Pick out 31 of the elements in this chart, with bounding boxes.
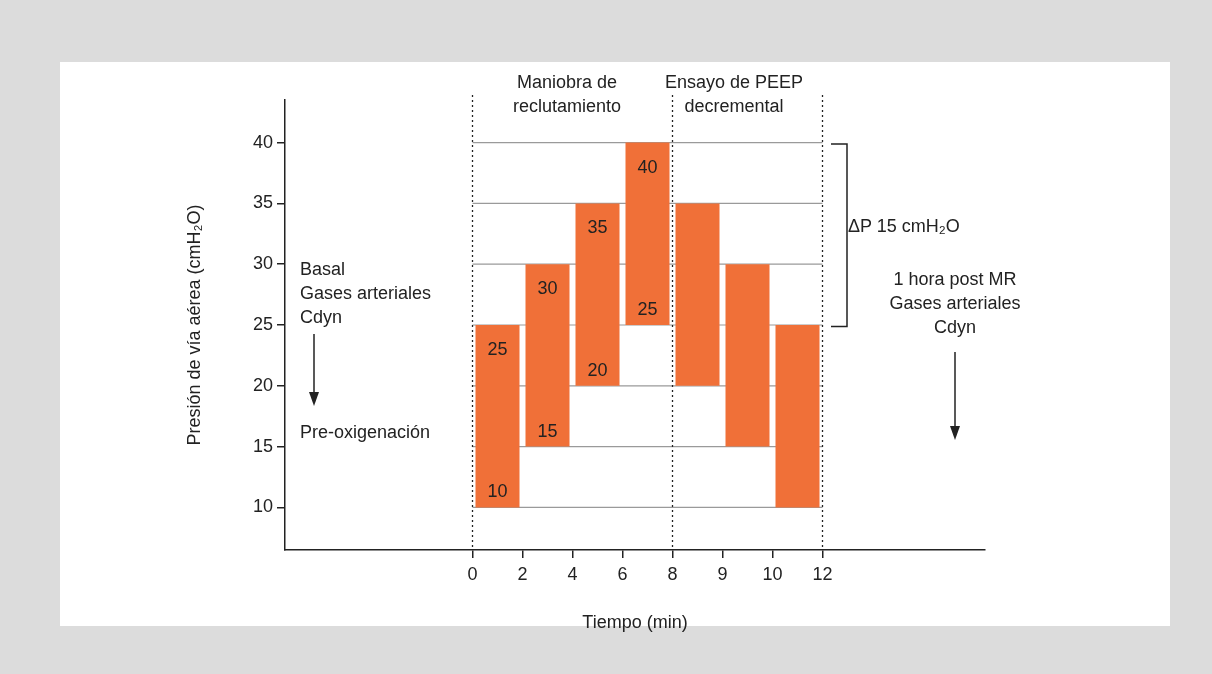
x-axis-title: Tiempo (min) xyxy=(582,612,688,633)
annotation: ΔP 15 cmH₂O xyxy=(848,215,960,238)
annotation: 35 xyxy=(587,217,608,238)
x-tick-label: 6 xyxy=(617,563,628,584)
y-tick-label: 20 xyxy=(252,374,273,395)
y-tick-label: 25 xyxy=(252,313,273,334)
x-tick-label: 12 xyxy=(812,563,833,584)
annotation: 40 xyxy=(637,156,658,177)
annotation: 15 xyxy=(537,420,558,441)
x-tick-label: 0 xyxy=(467,563,478,584)
annotation: Ensayo de PEEP decremental xyxy=(665,71,804,118)
annotation: 30 xyxy=(537,278,558,299)
x-tick-label: 2 xyxy=(517,563,528,584)
y-tick-label: 10 xyxy=(252,496,273,517)
annotation: 20 xyxy=(587,359,608,380)
annotation: 25 xyxy=(637,298,658,319)
annotation: 25 xyxy=(487,338,508,359)
y-tick-label: 15 xyxy=(252,435,273,456)
x-tick-label: 10 xyxy=(762,563,783,584)
annotation: Pre-oxigenación xyxy=(300,421,431,444)
annotation: Basal Gases arteriales Cdyn xyxy=(300,258,432,329)
x-tick-label: 9 xyxy=(717,563,728,584)
y-tick-label: 30 xyxy=(252,253,273,274)
y-tick-label: 35 xyxy=(252,192,273,213)
annotation: 1 hora post MR Gases arteriales Cdyn xyxy=(889,268,1021,339)
y-tick-label: 40 xyxy=(252,131,273,152)
annotation: Maniobra de reclutamiento xyxy=(513,71,622,118)
x-tick-label: 4 xyxy=(567,563,578,584)
x-tick-label: 8 xyxy=(667,563,678,584)
y-axis-title: Presión de vía aérea (cmH₂O) xyxy=(183,204,204,446)
annotation: 10 xyxy=(487,481,508,502)
